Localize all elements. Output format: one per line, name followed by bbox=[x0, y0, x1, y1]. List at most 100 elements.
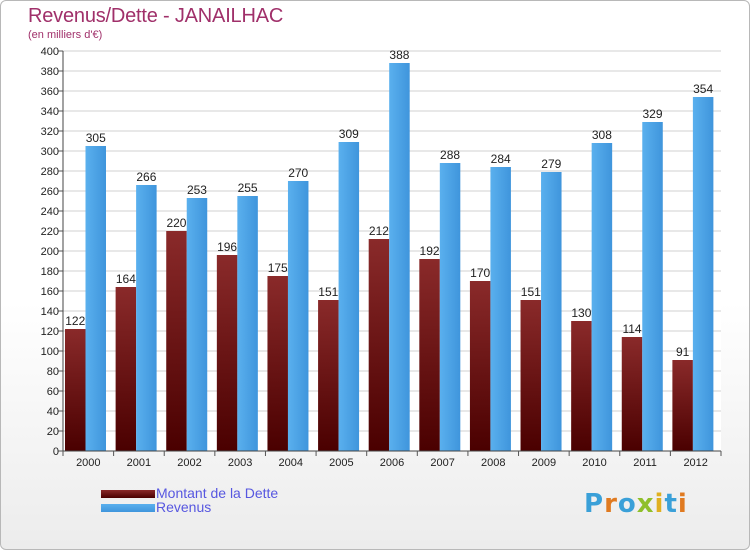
y-tick-label: 260 bbox=[41, 186, 59, 198]
bar-label-dette: 164 bbox=[116, 272, 136, 286]
axes: 0 20 40 60 80 100 120 140 160 180 200 220 240 260 280 3… bbox=[41, 46, 722, 469]
bar-revenus bbox=[642, 122, 663, 451]
legend-label-revenus: Revenus bbox=[156, 499, 212, 515]
bar-label-revenus: 270 bbox=[288, 166, 308, 180]
bar-dette bbox=[216, 255, 238, 451]
bar-dette bbox=[469, 281, 491, 451]
y-tick-label: 340 bbox=[41, 106, 59, 118]
y-tick-label: 0 bbox=[53, 446, 59, 458]
legend-swatch-dette bbox=[101, 490, 155, 498]
logo-letter: t bbox=[664, 489, 678, 519]
y-tick-label: 300 bbox=[41, 146, 59, 158]
bar-dette bbox=[672, 360, 693, 451]
logo-letter: r bbox=[604, 489, 618, 519]
bar-label-dette: 91 bbox=[676, 345, 690, 359]
y-tick-label: 160 bbox=[41, 286, 59, 298]
bar-label-revenus: 255 bbox=[238, 181, 258, 195]
y-tick-label: 400 bbox=[41, 46, 59, 58]
bar-label-dette: 212 bbox=[369, 224, 389, 238]
x-tick-label: 2012 bbox=[683, 457, 707, 469]
bar-label-dette: 130 bbox=[571, 306, 591, 320]
y-tick-label: 180 bbox=[41, 266, 59, 278]
bar-revenus bbox=[287, 181, 309, 451]
y-tick-label: 280 bbox=[41, 166, 59, 178]
y-tick-label: 240 bbox=[41, 206, 59, 218]
bars bbox=[65, 63, 714, 451]
y-tick-label: 80 bbox=[47, 366, 59, 378]
bar-dette bbox=[419, 259, 440, 451]
x-tick-label: 2010 bbox=[582, 457, 606, 469]
bar-label-revenus: 329 bbox=[643, 107, 663, 121]
bar-dette bbox=[368, 239, 390, 451]
bar-revenus bbox=[439, 163, 461, 451]
bar-label-revenus: 308 bbox=[592, 128, 612, 142]
bar-revenus bbox=[541, 172, 562, 451]
logo-letter: P bbox=[584, 489, 605, 519]
bar-value-labels: 122 305 164 266 220 253 196 255 175 270 151 309 212 3… bbox=[65, 48, 713, 359]
bar-label-revenus: 388 bbox=[389, 48, 409, 62]
x-tick-label: 2005 bbox=[329, 457, 353, 469]
y-tick-label: 320 bbox=[41, 126, 59, 138]
bar-dette bbox=[318, 300, 339, 451]
bar-label-dette: 196 bbox=[217, 240, 237, 254]
x-tick-label: 2003 bbox=[228, 457, 252, 469]
bar-label-revenus: 309 bbox=[339, 127, 359, 141]
bar-label-revenus: 266 bbox=[136, 170, 156, 184]
bar-revenus bbox=[338, 142, 360, 451]
logo-letter: i bbox=[654, 489, 665, 519]
legend-label-dette: Montant de la Dette bbox=[156, 485, 279, 501]
bar-label-dette: 114 bbox=[622, 322, 641, 336]
x-tick-label: 2006 bbox=[380, 457, 404, 469]
x-tick-label: 2004 bbox=[279, 457, 303, 469]
y-tick-label: 100 bbox=[41, 346, 59, 358]
x-tick-label: 2001 bbox=[127, 457, 151, 469]
bar-label-revenus: 305 bbox=[86, 131, 106, 145]
proxiti-logo: Proxiti bbox=[584, 489, 688, 519]
chart-subtitle: (en milliers d'€) bbox=[28, 29, 103, 41]
logo-letter: i bbox=[677, 489, 688, 519]
bar-dette bbox=[115, 287, 137, 451]
bar-dette bbox=[621, 337, 643, 451]
bar-dette bbox=[166, 231, 187, 451]
y-tick-label: 140 bbox=[41, 306, 59, 318]
bar-label-dette: 122 bbox=[65, 314, 85, 328]
y-tick-label: 360 bbox=[41, 86, 59, 98]
bar-revenus bbox=[692, 97, 714, 451]
bar-revenus bbox=[591, 143, 613, 451]
bar-label-revenus: 253 bbox=[187, 183, 207, 197]
y-tick-label: 120 bbox=[41, 326, 59, 338]
y-tick-label: 200 bbox=[41, 246, 59, 258]
x-tick-label: 2008 bbox=[481, 457, 505, 469]
bar-dette bbox=[571, 321, 592, 451]
bar-label-revenus: 354 bbox=[693, 82, 713, 96]
bar-revenus bbox=[136, 185, 157, 451]
y-tick-label: 40 bbox=[47, 406, 59, 418]
y-tick-label: 20 bbox=[47, 426, 59, 438]
bar-label-revenus: 284 bbox=[491, 152, 511, 166]
y-tick-label: 380 bbox=[41, 66, 59, 78]
bar-label-dette: 175 bbox=[268, 261, 288, 275]
bar-label-revenus: 288 bbox=[440, 148, 460, 162]
bar-dette bbox=[267, 276, 288, 451]
x-tick-label: 2009 bbox=[532, 457, 556, 469]
x-tick-label: 2000 bbox=[76, 457, 100, 469]
x-tick-label: 2002 bbox=[177, 457, 201, 469]
bar-label-dette: 170 bbox=[470, 266, 490, 280]
y-tick-label: 60 bbox=[47, 386, 59, 398]
bar-revenus bbox=[490, 167, 511, 451]
bar-revenus bbox=[186, 198, 208, 451]
logo-letter: x bbox=[636, 489, 655, 519]
x-tick-label: 2011 bbox=[633, 457, 657, 469]
y-tick-label: 220 bbox=[41, 226, 59, 238]
bar-label-dette: 192 bbox=[420, 244, 440, 258]
bar-label-dette: 151 bbox=[318, 285, 338, 299]
bar-label-revenus: 279 bbox=[541, 157, 561, 171]
chart-title: Revenus/Dette - JANAILHAC bbox=[28, 5, 284, 27]
bar-revenus bbox=[237, 196, 258, 451]
bar-label-dette: 151 bbox=[521, 285, 541, 299]
x-tick-label: 2007 bbox=[430, 457, 454, 469]
logo-letter: o bbox=[617, 489, 637, 519]
legend-swatch-revenus bbox=[101, 504, 155, 512]
